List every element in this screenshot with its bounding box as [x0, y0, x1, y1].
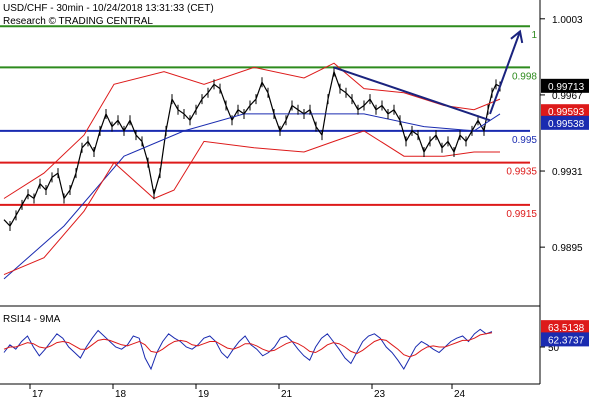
x-axis: 17 18 19 21 23 24	[29, 384, 466, 400]
rsi-axis: 50	[540, 343, 560, 354]
rsi-badge-label-1: 62.3737	[548, 335, 585, 346]
price-badge-label-1: 0.99593	[548, 107, 585, 118]
chart-subtitle: Research © TRADING CENTRAL	[3, 16, 153, 27]
rsi-badge-bg-1	[541, 332, 589, 347]
price-badge-label-2: 0.99538	[548, 119, 585, 130]
x-tick-label-4: 23	[374, 389, 386, 400]
price-tick-label-2: 0.9931	[552, 167, 583, 178]
rsi-label: RSI14 - 9MA	[3, 314, 61, 325]
trendline	[333, 66, 491, 122]
rsi-tick-label-0: 50	[548, 343, 560, 354]
rsi-line-1	[3, 332, 493, 358]
x-tick-label-2: 19	[198, 389, 210, 400]
rsi-badge-label-0: 63.5138	[548, 323, 585, 334]
x-tick-label-0: 17	[32, 389, 44, 400]
series-line-3	[3, 130, 500, 276]
trendline-group	[333, 29, 524, 122]
price-badge-bg-2	[541, 115, 589, 130]
price-badge-bg-1	[541, 104, 589, 119]
x-tick-label-5: 24	[454, 389, 466, 400]
level-label-3: 0.9935	[506, 167, 537, 178]
level-label-4: 0.9915	[506, 209, 537, 220]
x-tick-label-1: 18	[115, 389, 127, 400]
chart-title: USD/CHF - 30min - 10/24/2018 13:31:33 (C…	[3, 3, 214, 14]
price-badge-label-0: 0.99713	[548, 82, 585, 93]
price-badge-bg-0	[541, 78, 589, 93]
price-series	[3, 62, 501, 280]
price-tick-label-0: 1.0003	[552, 15, 583, 26]
forecast-arrow	[489, 31, 521, 115]
rsi-badge-bg-0	[541, 320, 589, 335]
price-tick-label-3: 0.9895	[552, 243, 583, 254]
forecast-arrow-head	[510, 29, 524, 44]
level-label-2: 0.995	[512, 135, 537, 146]
rsi-series	[3, 328, 493, 371]
price-axis: 1.0003 0.9967 0.9931 0.9895	[540, 15, 583, 254]
level-label-0: 1	[531, 30, 537, 41]
level-label-1: 0.998	[512, 71, 537, 82]
x-tick-label-3: 21	[281, 389, 293, 400]
price-tick-label-1: 0.9967	[552, 91, 583, 102]
